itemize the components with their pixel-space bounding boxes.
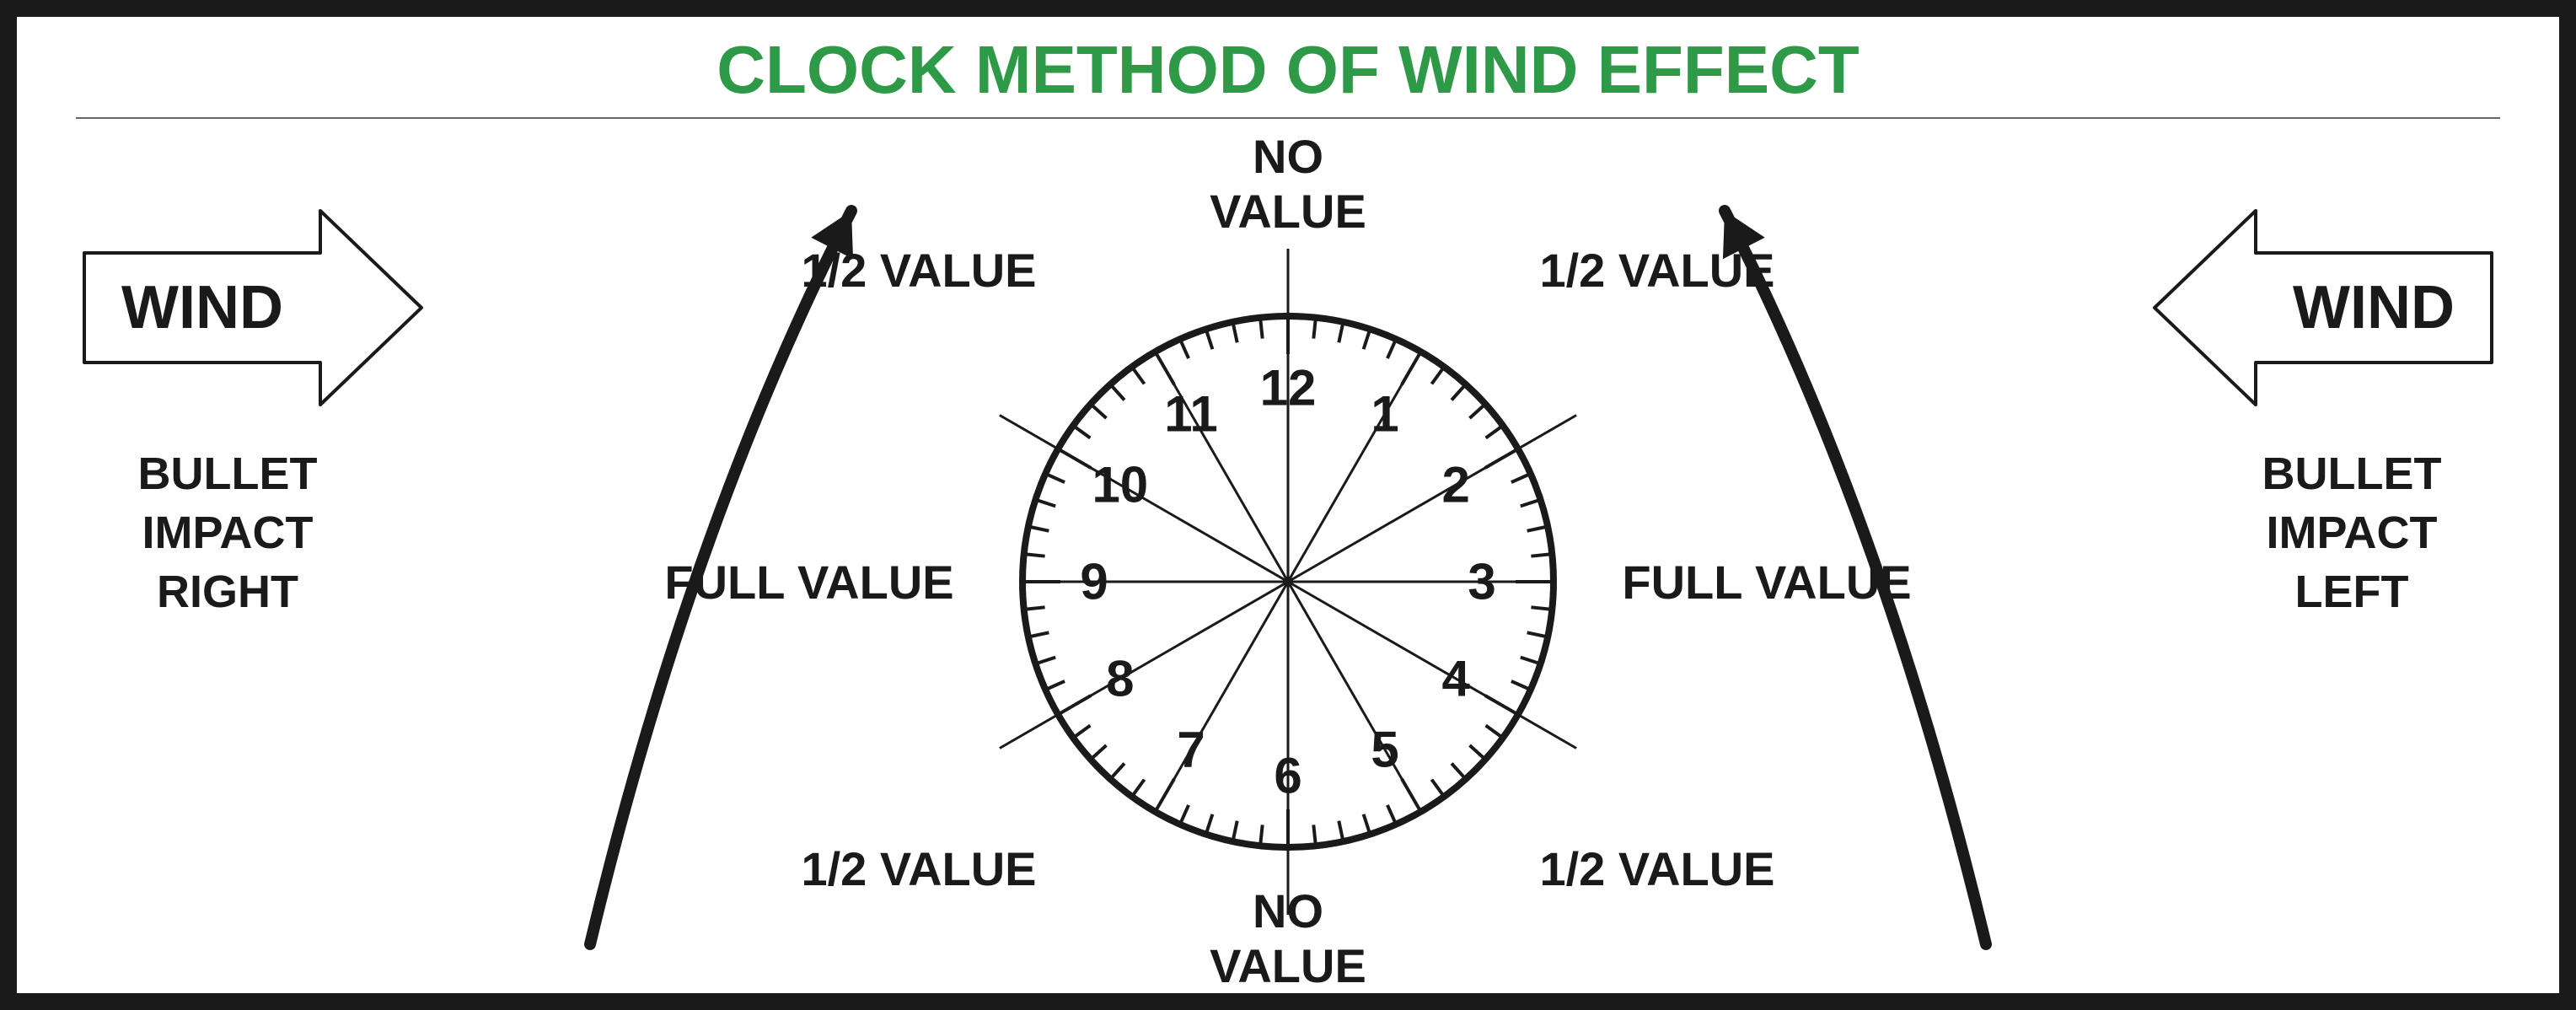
clock-numeral-5: 5: [1371, 722, 1398, 778]
clock-tick-minor: [1260, 318, 1263, 339]
diagram-svg: CLOCK METHOD OF WIND EFFECT WIND WIND BULLE…: [0, 0, 2576, 1010]
clock-numeral-7: 7: [1177, 722, 1205, 778]
value-label-top-right: 1/2 VALUE: [1539, 244, 1774, 297]
value-label-bottom-left: 1/2 VALUE: [801, 842, 1036, 895]
value-label-left: FULL VALUE: [664, 556, 953, 609]
value-label-bottom-1: NO: [1253, 884, 1323, 937]
clock-tick-minor: [1313, 825, 1316, 846]
clock-numeral-3: 3: [1468, 554, 1495, 610]
clock-tick-minor: [1313, 318, 1316, 339]
impact-label-right_side-2: LEFT: [2295, 567, 2409, 617]
clock-numeral-1: 1: [1371, 385, 1398, 442]
diagram-frame: CLOCK METHOD OF WIND EFFECT WIND WIND BULLE…: [0, 0, 2576, 1010]
clock-numeral-12: 12: [1260, 360, 1317, 416]
wind-arrow-label-right: WIND: [2293, 274, 2455, 341]
impact-label-left_side-1: IMPACT: [142, 508, 314, 558]
clock-numeral-4: 4: [1441, 651, 1470, 707]
clock-tick-minor: [1531, 554, 1552, 556]
clock-tick-minor: [1531, 607, 1552, 610]
clock-numeral-6: 6: [1274, 748, 1301, 804]
value-label-top-1: NO: [1253, 130, 1323, 183]
wind-arrow-label-left: WIND: [121, 274, 283, 341]
title-text: CLOCK METHOD OF WIND EFFECT: [716, 32, 1860, 107]
value-label-bottom-2: VALUE: [1210, 939, 1366, 992]
clock-numeral-2: 2: [1441, 457, 1469, 513]
clock-numeral-8: 8: [1106, 651, 1134, 707]
value-label-right: FULL VALUE: [1622, 556, 1911, 609]
clock-numeral-10: 10: [1092, 457, 1148, 513]
value-label-top-left: 1/2 VALUE: [801, 244, 1036, 297]
impact-label-left_side-2: RIGHT: [157, 567, 298, 617]
clock-numeral-9: 9: [1080, 554, 1108, 610]
clock-tick-minor: [1024, 554, 1045, 556]
impact-label-right_side-0: BULLET: [2262, 449, 2442, 499]
impact-label-left_side-0: BULLET: [138, 449, 318, 499]
value-label-bottom-right: 1/2 VALUE: [1539, 842, 1774, 895]
clock-tick-minor: [1260, 825, 1263, 846]
value-label-top-2: VALUE: [1210, 185, 1366, 238]
impact-label-right_side-1: IMPACT: [2267, 508, 2438, 558]
clock-tick-minor: [1024, 607, 1045, 610]
clock-numeral-11: 11: [1164, 385, 1217, 442]
